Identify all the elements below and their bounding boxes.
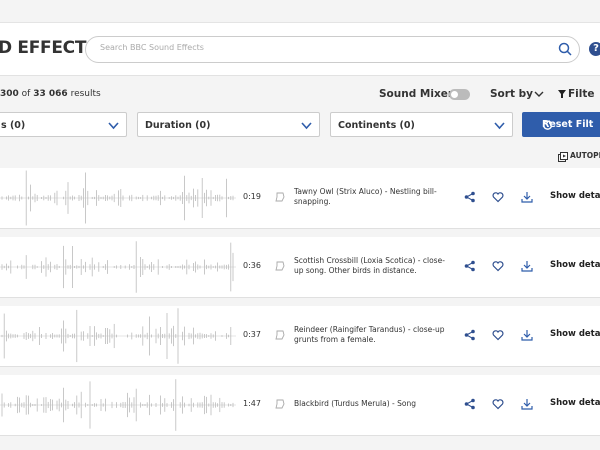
- help-button[interactable]: ?: [589, 42, 600, 56]
- search-icon[interactable]: [558, 42, 572, 56]
- download[interactable]: [521, 260, 533, 272]
- top-bar: [0, 0, 600, 23]
- share[interactable]: [464, 191, 476, 203]
- waveform: [0, 170, 236, 226]
- favourite[interactable]: [492, 260, 504, 272]
- license-icon: [275, 399, 285, 409]
- result-row: [0, 237, 600, 298]
- dropdown-chevron: [108, 122, 119, 130]
- share[interactable]: [464, 260, 476, 272]
- sound-mixer-label: Sound Mixer: [379, 88, 454, 100]
- site-title: D EFFECTS: [0, 38, 99, 58]
- filter-dropdown[interactable]: Continents (0): [330, 112, 513, 137]
- dropdown-chevron: [494, 122, 505, 130]
- description: Blackbird (Turdus Merula) - Song: [294, 399, 416, 408]
- download[interactable]: [521, 191, 533, 203]
- reset-icon: [542, 120, 553, 130]
- description: Reindeer (Raingifer Tarandus) - close-up…: [294, 325, 445, 344]
- filter-dropdown[interactable]: s (0): [0, 112, 127, 137]
- duration: 0:19: [243, 192, 261, 201]
- show-details[interactable]: Show detail: [550, 329, 600, 339]
- search-placeholder: Search BBC Sound Effects: [100, 43, 204, 52]
- duration: 0:36: [243, 261, 261, 270]
- share[interactable]: [464, 329, 476, 341]
- sort-by[interactable]: Sort by: [490, 88, 533, 100]
- favourite[interactable]: [492, 329, 504, 341]
- sound-mixer-toggle[interactable]: [449, 89, 470, 100]
- filter-icon: [558, 90, 566, 98]
- waveform: [0, 379, 236, 431]
- show-details[interactable]: Show detail: [550, 191, 600, 201]
- dropdown-chevron: [301, 122, 312, 130]
- favourite[interactable]: [492, 398, 504, 410]
- show-details[interactable]: Show detail: [550, 260, 600, 270]
- license-icon: [275, 330, 285, 340]
- license-icon: [275, 192, 285, 202]
- duration: 0:37: [243, 330, 261, 339]
- filter-dropdown[interactable]: Duration (0): [137, 112, 320, 137]
- reset-filters[interactable]: Reset Filt: [522, 112, 600, 137]
- share[interactable]: [464, 398, 476, 410]
- waveform: [0, 241, 236, 293]
- filter-button[interactable]: Filte: [568, 88, 595, 100]
- result-row: [0, 168, 600, 229]
- waveform: [0, 308, 236, 364]
- description: Scottish Crossbill (Loxia Scotica) - clo…: [294, 256, 445, 275]
- suffix: results: [70, 89, 101, 99]
- search-box[interactable]: [85, 36, 580, 63]
- show-details[interactable]: Show detail: [550, 398, 600, 408]
- autoplay-icon: [558, 152, 568, 162]
- result-row: [0, 375, 600, 436]
- range: 300: [0, 89, 19, 99]
- sort-chevron: [534, 91, 544, 97]
- download[interactable]: [521, 398, 533, 410]
- result-row: [0, 306, 600, 367]
- total: 33 066: [33, 89, 68, 99]
- of: of: [21, 89, 31, 99]
- favourite[interactable]: [492, 191, 504, 203]
- duration: 1:47: [243, 399, 261, 408]
- results-count: 300 of 33 066 results: [0, 89, 101, 99]
- download[interactable]: [521, 329, 533, 341]
- description: Tawny Owl (Strix Aluco) - Nestling bill-…: [294, 187, 437, 206]
- license-icon: [275, 261, 285, 271]
- autoplay[interactable]: AUTOPL: [570, 151, 600, 160]
